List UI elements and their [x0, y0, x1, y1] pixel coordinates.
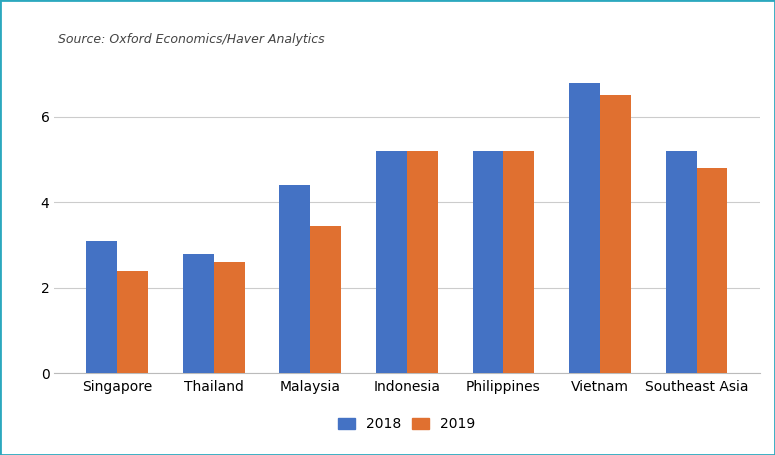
Bar — [310, 226, 341, 373]
Bar — [600, 96, 631, 373]
Bar — [504, 151, 534, 373]
Bar — [569, 83, 600, 373]
Bar — [666, 151, 697, 373]
Bar — [280, 185, 310, 373]
Text: Source: Oxford Economics/Haver Analytics: Source: Oxford Economics/Haver Analytics — [58, 33, 325, 46]
Bar — [183, 253, 214, 373]
Bar — [473, 151, 504, 373]
Legend: 2018, 2019: 2018, 2019 — [332, 411, 481, 437]
Text: Southeast Asia's GDP growth forecast (per cent): Southeast Asia's GDP growth forecast (pe… — [161, 22, 653, 40]
Bar — [376, 151, 407, 373]
Bar — [407, 151, 438, 373]
Bar — [117, 271, 148, 373]
Bar — [86, 241, 117, 373]
Bar — [697, 168, 728, 373]
Bar — [214, 262, 245, 373]
